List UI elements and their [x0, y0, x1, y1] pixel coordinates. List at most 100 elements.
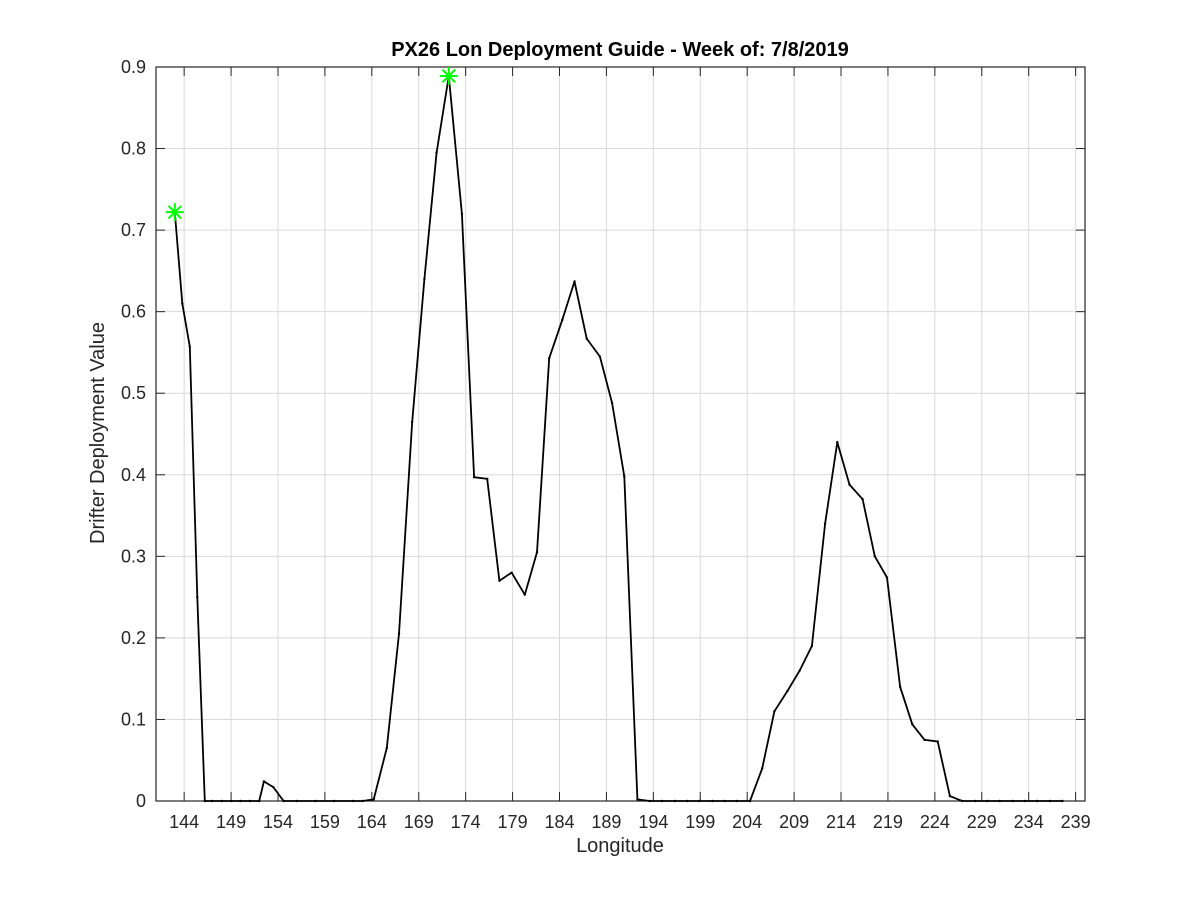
data-point [181, 302, 184, 305]
y-tick-label: 0.9 [121, 57, 146, 77]
data-point [561, 318, 564, 322]
data-point [410, 420, 414, 423]
data-point [1049, 799, 1052, 803]
data-point [523, 593, 526, 596]
data-point [203, 799, 206, 803]
data-point [397, 632, 401, 636]
data-point [196, 595, 199, 599]
x-tick-label: 169 [404, 812, 434, 832]
x-tick-label: 164 [357, 812, 387, 832]
data-point [711, 799, 714, 803]
y-tick-label: 0.3 [121, 546, 146, 566]
data-point [660, 799, 663, 803]
y-tick-labels: 0 0.1 0.2 0.3 0.4 0.5 0.6 0.7 0.8 0.9 [121, 57, 146, 811]
data-point [351, 799, 355, 803]
y-axis-title: Drifter Deployment Value [87, 322, 109, 544]
y-tick-label: 0.2 [121, 628, 146, 648]
x-tick-label: 224 [920, 812, 950, 832]
data-point [220, 799, 223, 803]
data-point [1061, 799, 1064, 803]
chart-title: PX26 Lon Deployment Guide - Week of: 7/8… [391, 39, 849, 61]
data-point [460, 212, 464, 215]
data-point [861, 498, 864, 501]
x-tick-label: 229 [967, 812, 997, 832]
x-tick-label: 174 [451, 812, 481, 832]
data-point [823, 522, 827, 525]
data-point [1011, 799, 1014, 803]
marker-layer [165, 66, 458, 222]
data-point [786, 689, 789, 693]
x-tick-label: 219 [873, 812, 903, 832]
data-point [948, 794, 952, 798]
data-point [585, 337, 588, 340]
plot-area-frame [155, 66, 1086, 802]
data-point [573, 280, 576, 283]
x-tick-label: 144 [169, 812, 199, 832]
data-point [673, 799, 677, 803]
peak-marker [439, 66, 458, 85]
y-tick-label: 0.6 [121, 302, 146, 322]
data-point [923, 738, 926, 742]
y-tick-label: 0.1 [121, 709, 146, 729]
data-point [1023, 799, 1027, 803]
data-point [535, 551, 539, 554]
data-point [610, 401, 614, 405]
data-point [229, 799, 233, 803]
marker-stroke [167, 205, 182, 220]
data-point [248, 799, 252, 803]
x-tick-label: 204 [732, 812, 762, 832]
y-tick-label: 0.8 [121, 139, 146, 159]
y-tick-label: 0.7 [121, 220, 146, 240]
data-point [773, 710, 776, 713]
data-point [873, 555, 877, 558]
data-point [547, 356, 551, 360]
grid [156, 66, 1085, 802]
data-point [960, 799, 964, 803]
data-point [272, 785, 275, 789]
data-point [435, 151, 438, 154]
x-tick-label: 209 [779, 812, 809, 832]
data-point [974, 799, 977, 803]
x-tick-label: 239 [1061, 812, 1091, 832]
data-point [333, 799, 336, 803]
x-tick-labels: 144 149 154 159 164 169 174 179 184 189 194 199 204 2… [169, 812, 1091, 832]
data-point [295, 799, 298, 803]
x-tick-label: 234 [1014, 812, 1044, 832]
data-point [498, 579, 501, 582]
data-point [372, 798, 375, 801]
data-point [911, 723, 914, 726]
data-point [936, 740, 939, 743]
data-point [898, 685, 902, 689]
x-tick-label: 199 [685, 812, 715, 832]
data-point [598, 355, 602, 358]
data-point [262, 780, 266, 783]
y-tick-label: 0.5 [121, 383, 146, 403]
data-point [636, 798, 639, 801]
x-tick-label: 189 [591, 812, 621, 832]
data-point [472, 476, 476, 479]
data-point [735, 799, 739, 803]
x-tick-label: 194 [638, 812, 668, 832]
x-tick-label: 179 [498, 812, 528, 832]
data-point [685, 799, 689, 803]
x-axis-title: Longitude [576, 835, 664, 857]
data-point [748, 799, 752, 803]
y-tick-label: 0.4 [121, 465, 146, 485]
data-point [986, 799, 989, 803]
data-point [486, 477, 489, 481]
x-tick-label: 149 [216, 812, 246, 832]
data-point [836, 440, 839, 444]
data-point [1035, 799, 1039, 803]
x-tick-label: 184 [544, 812, 574, 832]
data-point [723, 799, 726, 803]
axis-ticks [156, 66, 1085, 802]
data-point [848, 483, 851, 486]
data-point [423, 277, 426, 281]
data-point [798, 669, 801, 672]
marker-stroke [441, 68, 456, 84]
data-point [361, 799, 364, 803]
x-tick-label: 159 [310, 812, 340, 832]
data-point [188, 345, 191, 348]
